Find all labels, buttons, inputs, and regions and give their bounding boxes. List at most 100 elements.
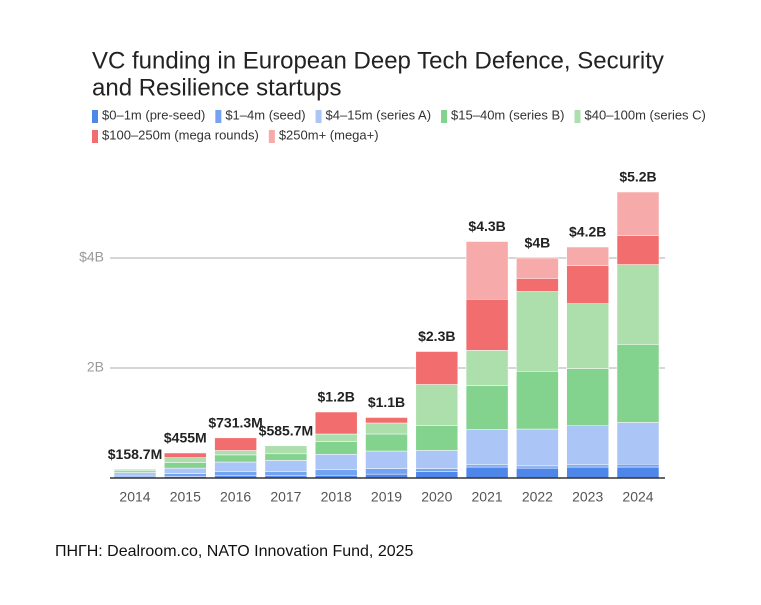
x-tick-label: 2022 [522,489,553,505]
x-tick-label: 2019 [371,489,402,505]
bar-segment [566,246,609,266]
total-label: $4.2B [569,224,606,240]
bar-segment [516,257,559,279]
bar-segment [566,303,609,369]
bar-segment [415,450,459,469]
y-tick-label: $4B [79,249,104,265]
bar-segment [314,411,358,435]
legend-swatch [92,110,98,123]
total-label: $2.3B [418,328,455,344]
bar-segment [465,350,509,386]
bar-segment [616,464,660,468]
bar-segment [566,466,609,479]
bar-segment [516,371,559,430]
bar-segment [465,466,509,479]
chart-title: and Resilience startups [92,74,341,101]
bar-segment [465,464,509,468]
x-tick-label: 2018 [321,489,352,505]
bar-segment [566,265,609,304]
bar-segment [616,466,660,479]
legend-label: $100–250m (mega rounds) [102,127,259,142]
total-label: $731.3M [208,414,262,430]
x-tick-label: 2016 [220,489,251,505]
bar-segment [415,471,459,479]
bar-segment [465,385,509,430]
x-tick-label: 2017 [270,489,301,505]
bar-segment [616,264,660,345]
legend-label: $0–1m (pre-seed) [102,107,205,122]
bar-segment [264,453,308,461]
bar-segment [616,422,660,465]
bar-segment [415,468,459,472]
x-tick-label: 2021 [472,489,503,505]
bar-segment [566,425,609,466]
source: ПНГН: Dealroom.co, NATO Innovation Fund,… [55,543,414,560]
bar-segment [164,452,207,458]
bar-segment [164,473,207,477]
bar-segment [516,278,559,292]
bar-segment [415,384,459,426]
bar-segment [365,450,408,469]
x-tick-label: 2020 [421,489,452,505]
bar-segment [616,344,660,423]
bar-segment [214,461,257,472]
total-label: $1.2B [318,389,355,405]
x-tick-label: 2024 [622,489,653,505]
bar-segment [314,433,358,442]
total-label: $585.7M [259,422,313,438]
bar-segment [113,468,157,472]
bar-segment [465,241,509,300]
legend-swatch [315,110,322,123]
total-label: $5.2B [619,169,656,185]
y-tick-label: 2B [87,359,104,375]
bar-segment [214,450,257,456]
bar-segment [465,429,509,466]
bar-segment [365,433,408,452]
bar-segment [164,467,207,474]
bar-segment [264,460,308,472]
bar-segment [465,299,509,351]
bar-segment [365,417,408,424]
bar-segment [516,467,559,479]
total-label: $1.1B [368,394,405,410]
bar-segment [314,469,358,476]
x-tick-label: 2014 [119,489,150,505]
legend-label: $4–15m (series A) [326,107,432,122]
legend-swatch [574,110,581,123]
bar-segment [113,472,157,476]
bar-segment [164,457,207,463]
bar-segment [214,471,257,477]
bar-segment [516,428,559,467]
legend-swatch [215,110,222,123]
legend-swatch [92,130,98,143]
bar-segment [365,422,408,435]
x-tick-label: 2023 [572,489,603,505]
bar-segment [214,437,257,451]
bar-segment [415,351,459,385]
legend-label: $15–40m (series B) [451,107,564,122]
bar-segment [516,291,559,372]
total-label: $455M [164,430,207,446]
legend-label: $250m+ (mega+) [279,127,379,142]
bar-segment [164,462,207,469]
total-label: $4.3B [468,218,505,234]
bar-segment [365,468,408,475]
bar-segment [264,445,308,455]
bar-segment [566,368,609,426]
bar-segment [214,454,257,463]
legend-label: $1–4m (seed) [225,107,305,122]
legend-label: $40–100m (series C) [585,107,706,122]
bar-segment [264,471,308,477]
legend-swatch [441,110,448,123]
x-tick-label: 2015 [170,489,201,505]
bar-segment [616,191,660,236]
bar-segment [314,454,358,471]
bar-segment [516,465,559,469]
bar-segment [415,425,459,451]
total-label: $4B [525,235,551,251]
bar-segment [616,235,660,265]
chart-title: VC funding in European Deep Tech Defence… [92,47,664,74]
legend-swatch [268,130,275,143]
bar-segment [314,441,358,455]
